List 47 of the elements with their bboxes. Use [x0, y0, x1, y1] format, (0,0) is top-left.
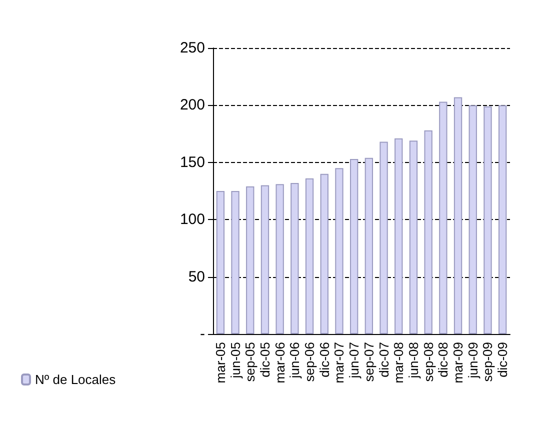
- bar: [498, 105, 507, 334]
- y-tick-label: 250: [180, 40, 205, 56]
- bar: [305, 178, 314, 334]
- bar: [276, 184, 284, 334]
- x-tick-label: sep-06: [302, 342, 318, 382]
- x-tick-label: sep-05: [242, 342, 258, 382]
- bar: [484, 106, 492, 334]
- x-tick-label: mar-05: [212, 342, 228, 384]
- x-tick-label: sep-09: [480, 342, 496, 382]
- legend-label: Nº de Locales: [35, 372, 116, 387]
- x-tick-label: sep-08: [420, 342, 436, 382]
- y-tick-label: 150: [180, 154, 205, 171]
- bar: [335, 168, 344, 334]
- bar: [320, 174, 328, 334]
- x-tick-label: mar-08: [391, 342, 406, 384]
- x-tick-label: sep-07: [361, 342, 376, 382]
- bar: [439, 102, 448, 334]
- bar: [468, 105, 477, 334]
- x-tick-label: dic-05: [257, 342, 272, 378]
- x-tick-label: dic-07: [376, 342, 392, 378]
- x-tick-label: jun-09: [465, 342, 480, 380]
- bar: [246, 186, 254, 334]
- x-tick-label: dic-06: [316, 342, 332, 378]
- x-tick-label: dic-09: [495, 342, 510, 378]
- y-tick-label: 100: [180, 211, 205, 228]
- bar: [380, 142, 388, 334]
- x-tick-label: mar-06: [272, 342, 288, 384]
- bar: [260, 185, 270, 334]
- x-tick-label: jun-05: [228, 342, 243, 380]
- x-tick-label: mar-07: [332, 342, 347, 384]
- x-tick-label: jun-08: [406, 342, 421, 380]
- x-tick-label: jun-06: [287, 342, 302, 380]
- bar: [290, 182, 299, 334]
- bar: [454, 97, 462, 334]
- bar: [216, 191, 225, 334]
- bar: [350, 158, 358, 334]
- x-tick-label: jun-07: [346, 342, 362, 380]
- y-tick-label: -: [200, 326, 205, 342]
- bar: [409, 140, 418, 334]
- x-tick-label: mar-09: [450, 342, 466, 384]
- bar: [364, 158, 374, 334]
- y-tick-label: 50: [188, 268, 205, 286]
- bar: [424, 130, 432, 334]
- bar: [394, 138, 403, 334]
- y-tick-label: 200: [180, 96, 205, 114]
- bar: [231, 191, 240, 334]
- x-tick-label: dic-08: [436, 342, 451, 378]
